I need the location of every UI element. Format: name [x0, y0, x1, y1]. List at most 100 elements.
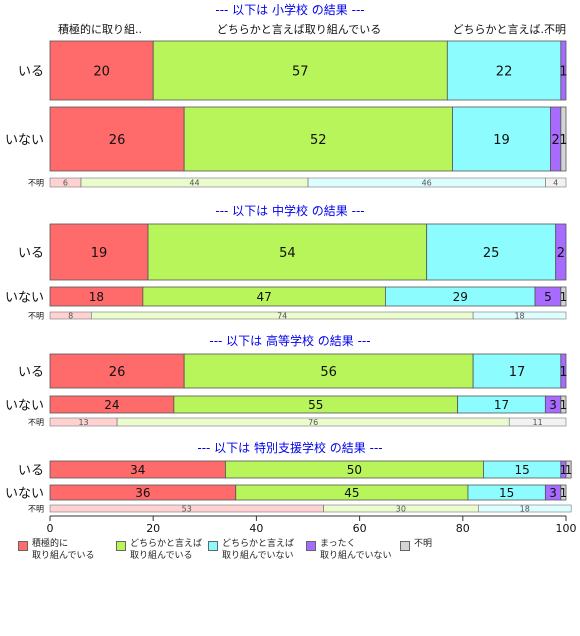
- bar-segment: [565, 460, 572, 479]
- data-label: 2: [557, 246, 565, 261]
- row-label: いる: [18, 464, 44, 479]
- legend: 積極的に 取り組んでいる どちらかと言えば 取り組んでいる どちらかと言えば 取り組…: [18, 538, 578, 578]
- unknown-data-label: 13: [78, 418, 88, 427]
- unknown-data-label: 18: [520, 505, 530, 514]
- unknown-data-label: 76: [308, 418, 318, 427]
- bar-segment: [560, 395, 567, 414]
- bar-segment: [560, 286, 567, 307]
- unknown-bar-segment: [508, 417, 567, 427]
- data-label: 1: [559, 64, 567, 79]
- legend-swatch: [400, 541, 410, 551]
- unknown-row-label: 不明: [28, 312, 44, 321]
- data-label: 1: [560, 463, 568, 477]
- row-label: いる: [18, 365, 44, 380]
- data-label: 1: [565, 463, 573, 477]
- bar-segment: [147, 223, 428, 281]
- data-label: 19: [493, 133, 510, 148]
- row-label: いない: [5, 133, 44, 148]
- bar-segment: [426, 223, 557, 281]
- data-label: 17: [509, 365, 526, 380]
- legend-label: まったく 取り組んでいない: [320, 539, 392, 561]
- panel-title: --- 以下は 高等学校 の結果 ---: [209, 333, 370, 348]
- bar-segment: [560, 40, 567, 101]
- unknown-bar-segment: [472, 311, 567, 320]
- data-label: 47: [256, 290, 271, 304]
- data-label: 17: [494, 398, 509, 412]
- legend-swatch: [116, 541, 126, 551]
- data-label: 56: [320, 365, 337, 380]
- unknown-row-label: 不明: [28, 418, 44, 427]
- bar-segment: [183, 353, 474, 389]
- data-label: 36: [135, 486, 150, 500]
- data-label: 5: [544, 290, 552, 304]
- data-label: 26: [109, 133, 126, 148]
- data-label: 15: [514, 463, 529, 477]
- data-label: 25: [483, 246, 500, 261]
- data-label: 18: [89, 290, 104, 304]
- row-label: いない: [5, 399, 44, 414]
- legend-label: どちらかと言えば 取り組んでいない: [222, 539, 295, 561]
- unknown-data-label: 6: [63, 179, 68, 188]
- data-label: 19: [91, 246, 108, 261]
- data-label: 45: [344, 486, 359, 500]
- x-tick-label: 0: [47, 522, 54, 535]
- data-label: 29: [453, 290, 468, 304]
- x-tick-label: 20: [146, 522, 160, 535]
- data-label: 24: [104, 398, 119, 412]
- legend-swatch: [208, 541, 218, 551]
- data-label: 15: [499, 486, 514, 500]
- data-label: 26: [109, 365, 126, 380]
- bar-segment: [560, 484, 567, 501]
- x-tick-label: 100: [556, 522, 577, 535]
- unknown-data-label: 30: [396, 505, 406, 514]
- header-label: 積極的に取り組..: [58, 22, 142, 36]
- data-label: 1: [560, 398, 568, 412]
- legend-label: 不明: [414, 539, 433, 549]
- x-tick-label: 80: [456, 522, 470, 535]
- data-label: 2: [552, 133, 560, 148]
- bar-segment: [152, 40, 448, 101]
- data-label: 55: [308, 398, 323, 412]
- row-label: いない: [5, 291, 44, 306]
- data-label: 22: [496, 64, 513, 79]
- data-label: 1: [560, 486, 568, 500]
- data-label: 52: [310, 133, 327, 148]
- bar-segment: [555, 223, 567, 281]
- panel-title: --- 以下は 小学校 の結果 ---: [215, 2, 364, 17]
- data-label: 3: [549, 486, 557, 500]
- data-label: 34: [130, 463, 145, 477]
- bar-segment: [446, 40, 562, 101]
- unknown-bar-segment: [545, 177, 567, 188]
- unknown-data-label: 18: [514, 312, 524, 321]
- legend-swatch: [306, 541, 316, 551]
- data-label: 54: [279, 246, 296, 261]
- bar-segment: [49, 223, 149, 281]
- x-tick-label: 40: [249, 522, 263, 535]
- row-label: いない: [5, 487, 44, 502]
- bar-segment: [49, 106, 185, 172]
- unknown-data-label: 74: [277, 312, 287, 321]
- bar-segment: [560, 106, 567, 172]
- legend-swatch: [18, 541, 28, 551]
- unknown-data-label: 46: [422, 179, 432, 188]
- bar-segment: [183, 106, 453, 172]
- data-label: 1: [559, 133, 567, 148]
- unknown-data-label: 44: [189, 179, 199, 188]
- row-label: いる: [18, 246, 44, 261]
- panel-title: --- 以下は 特別支援学校 の結果 ---: [197, 440, 382, 455]
- unknown-data-label: 11: [533, 418, 543, 427]
- unknown-bar-segment: [477, 504, 572, 513]
- header-label: どちらかと言えば..: [453, 23, 548, 36]
- data-label: 1: [560, 290, 568, 304]
- legend-label: どちらかと言えば 取り組んでいる: [130, 539, 203, 561]
- panel-title: --- 以下は 中学校 の結果 ---: [215, 203, 364, 218]
- header-label: どちらかと言えば取り組んでいる: [217, 23, 381, 36]
- data-label: 3: [549, 398, 557, 412]
- bar-segment: [452, 106, 551, 172]
- data-label: 50: [347, 463, 362, 477]
- unknown-row-label: 不明: [28, 179, 44, 188]
- data-label: 57: [292, 64, 309, 79]
- header-label: 不明: [544, 23, 566, 36]
- unknown-data-label: 8: [68, 312, 73, 321]
